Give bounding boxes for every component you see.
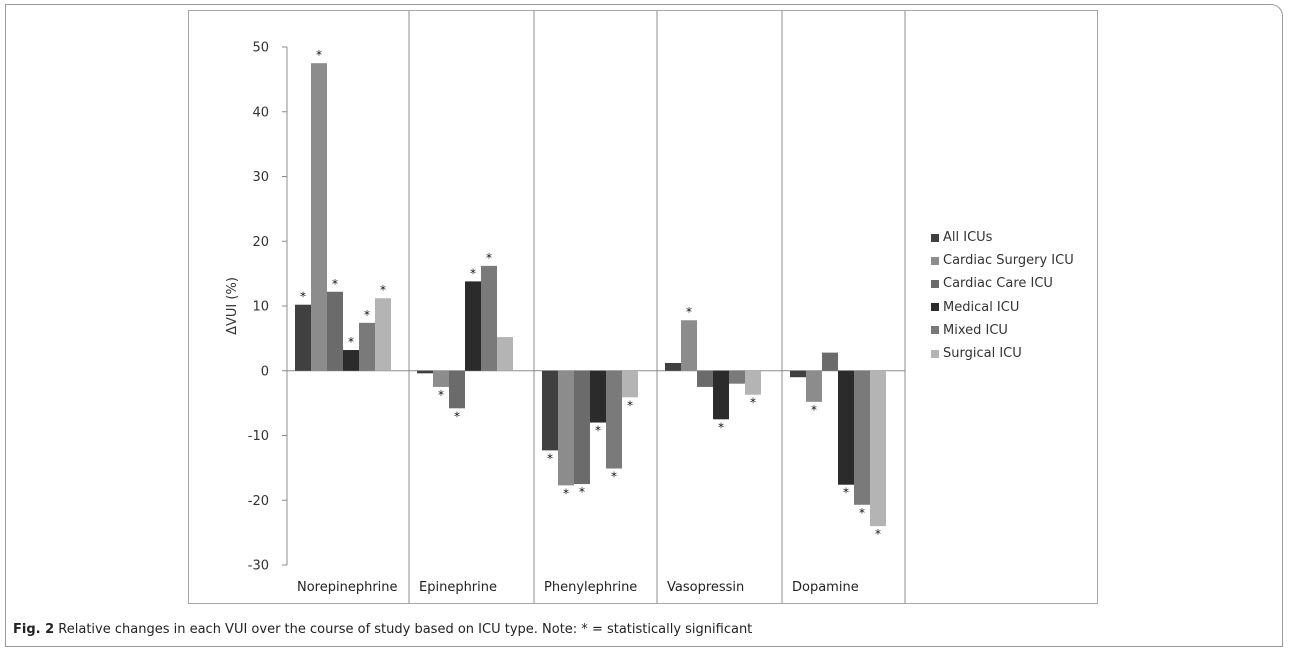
bar	[606, 370, 622, 469]
bar	[327, 291, 343, 371]
bar	[822, 352, 838, 371]
legend-item: Mixed ICU	[931, 319, 1074, 342]
significance-marker: *	[364, 308, 370, 322]
bar	[343, 350, 359, 371]
y-axis-label: ΔVUI (%)	[225, 277, 240, 335]
bar	[295, 304, 311, 371]
y-tick-label: -20	[248, 494, 269, 509]
bar	[375, 298, 391, 371]
x-category-label: Vasopressin	[667, 580, 744, 595]
bar	[838, 370, 854, 485]
significance-marker: *	[547, 451, 553, 465]
bar	[542, 370, 558, 451]
significance-marker: *	[579, 485, 585, 499]
significance-marker: *	[563, 486, 569, 500]
significance-marker: *	[750, 396, 756, 410]
bar	[497, 337, 513, 371]
x-category-label: Epinephrine	[419, 580, 497, 595]
bar	[870, 370, 886, 527]
caption-text: Relative changes in each VUI over the co…	[54, 622, 753, 637]
y-tick-label: 20	[252, 235, 269, 250]
bar	[790, 370, 806, 378]
significance-marker: *	[438, 388, 444, 402]
legend-swatch	[931, 256, 939, 265]
legend-label: Cardiac Care ICU	[943, 276, 1053, 292]
significance-marker: *	[843, 486, 849, 500]
legend-item: All ICUs	[931, 226, 1074, 249]
bar	[681, 320, 697, 371]
bar	[729, 370, 745, 384]
legend-item: Surgical ICU	[931, 342, 1074, 365]
bar	[665, 362, 681, 371]
bar	[713, 370, 729, 420]
chart-legend: All ICUs Cardiac Surgery ICU Cardiac Care …	[931, 226, 1074, 365]
bar	[854, 370, 870, 505]
bar	[481, 265, 497, 371]
y-tick-label: -10	[248, 429, 269, 444]
significance-marker: *	[470, 266, 476, 280]
legend-label: Surgical ICU	[943, 346, 1022, 362]
significance-marker: *	[859, 506, 865, 520]
significance-marker: *	[348, 335, 354, 349]
bar	[574, 370, 590, 485]
legend-swatch	[931, 326, 939, 335]
y-tick-label: 40	[252, 105, 269, 120]
bar	[590, 370, 606, 423]
significance-marker: *	[486, 251, 492, 265]
legend-swatch	[931, 279, 939, 288]
x-category-label: Norepinephrine	[297, 580, 398, 595]
y-tick-label: -30	[248, 559, 269, 574]
bar	[433, 370, 449, 387]
y-tick-label: 30	[252, 170, 269, 185]
chart-box	[188, 10, 1098, 604]
bar	[359, 322, 375, 371]
legend-swatch	[931, 349, 939, 358]
legend-item: Medical ICU	[931, 296, 1074, 319]
x-category-label: Dopamine	[792, 580, 859, 595]
significance-marker: *	[300, 290, 306, 304]
significance-marker: *	[595, 424, 601, 438]
y-tick-label: 0	[261, 364, 269, 379]
bar	[465, 281, 481, 371]
significance-marker: *	[611, 470, 617, 484]
significance-marker: *	[686, 305, 692, 319]
x-category-label: Phenylephrine	[544, 580, 637, 595]
legend-label: Mixed ICU	[943, 322, 1008, 338]
significance-marker: *	[454, 409, 460, 423]
legend-label: Cardiac Surgery ICU	[943, 253, 1074, 269]
bar	[745, 370, 761, 395]
significance-marker: *	[627, 398, 633, 412]
legend-item: Cardiac Surgery ICU	[931, 249, 1074, 272]
bar	[806, 370, 822, 402]
significance-marker: *	[811, 403, 817, 417]
legend-item: Cardiac Care ICU	[931, 272, 1074, 295]
legend-label: Medical ICU	[943, 299, 1020, 315]
bar	[417, 370, 433, 374]
figure-frame	[5, 4, 1283, 647]
significance-marker: *	[316, 48, 322, 62]
bar	[622, 370, 638, 398]
bar	[311, 63, 327, 371]
y-tick-label: 10	[252, 300, 269, 315]
significance-marker: *	[380, 283, 386, 297]
bar	[558, 370, 574, 486]
significance-marker: *	[718, 420, 724, 434]
legend-swatch	[931, 303, 939, 312]
legend-label: All ICUs	[943, 230, 993, 246]
figure-caption: Fig. 2 Relative changes in each VUI over…	[13, 622, 752, 637]
significance-marker: *	[332, 277, 338, 291]
bar	[449, 370, 465, 409]
legend-swatch	[931, 233, 939, 242]
caption-label: Fig. 2	[13, 622, 55, 637]
bar	[697, 370, 713, 387]
y-tick-label: 50	[252, 41, 269, 56]
significance-marker: *	[875, 527, 881, 541]
